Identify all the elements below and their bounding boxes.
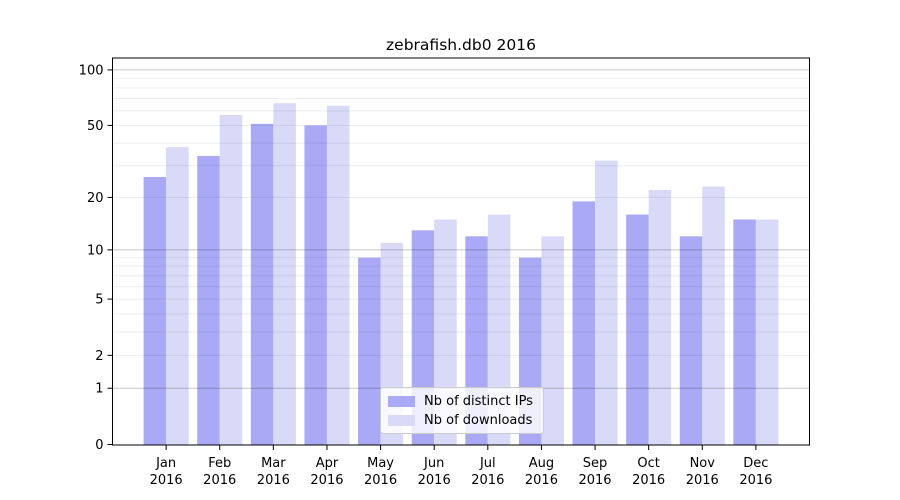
y-tick-label-2: 2 bbox=[95, 349, 103, 364]
bar-downloads-feb bbox=[219, 114, 243, 445]
bar-ips-feb bbox=[197, 155, 220, 445]
y-tick-label-1: 1 bbox=[95, 382, 103, 397]
x-tick-label-year-feb: 2016 bbox=[203, 473, 236, 488]
x-tick-label-month-jul: Jul bbox=[479, 456, 496, 471]
bar-ips-oct bbox=[626, 214, 649, 445]
legend-item-downloads: Nb of downloads bbox=[388, 413, 535, 428]
bar-ips-sep bbox=[572, 201, 596, 445]
x-tick-label-month-jan: Jan bbox=[155, 456, 176, 471]
x-tick-label-year-dec: 2016 bbox=[739, 473, 772, 488]
chart-title: zebrafish.db0 2016 bbox=[386, 36, 536, 54]
bar-downloads-mar bbox=[273, 103, 296, 445]
x-tick-label-year-jan: 2016 bbox=[150, 473, 183, 488]
y-tick-label-50: 50 bbox=[87, 119, 104, 134]
bar-ips-apr bbox=[304, 125, 327, 445]
legend-swatch-distinct-ips bbox=[388, 396, 415, 407]
x-tick-label-month-dec: Dec bbox=[743, 456, 768, 471]
x-tick-label-year-mar: 2016 bbox=[257, 473, 290, 488]
legend-label-distinct-ips: Nb of distinct IPs bbox=[424, 394, 533, 409]
bar-downloads-apr bbox=[326, 105, 350, 445]
x-tick-label-month-mar: Mar bbox=[261, 456, 286, 471]
x-tick-label-month-apr: Apr bbox=[316, 456, 339, 471]
bar-downloads-aug bbox=[541, 236, 564, 445]
legend-label-downloads: Nb of downloads bbox=[424, 413, 533, 428]
x-tick-label-year-sep: 2016 bbox=[578, 473, 611, 488]
x-tick-label-year-jun: 2016 bbox=[418, 473, 451, 488]
y-tick-label-10: 10 bbox=[87, 243, 104, 258]
bar-downloads-oct bbox=[648, 190, 672, 445]
bar-ips-mar bbox=[250, 123, 274, 445]
x-tick-label-month-jun: Jun bbox=[423, 456, 444, 471]
bar-ips-dec bbox=[733, 219, 756, 445]
bar-downloads-sep bbox=[595, 160, 618, 445]
x-tick-label-month-sep: Sep bbox=[583, 456, 608, 471]
x-tick-label-year-nov: 2016 bbox=[686, 473, 719, 488]
bar-ips-may bbox=[358, 257, 381, 445]
y-tick-label-100: 100 bbox=[79, 63, 104, 78]
plot-border bbox=[112, 57, 810, 446]
y-tick-label-0: 0 bbox=[95, 438, 103, 453]
legend-item-distinct-ips: Nb of distinct IPs bbox=[388, 394, 535, 409]
bar-downloads-dec bbox=[755, 219, 779, 445]
legend: Nb of distinct IPs Nb of downloads bbox=[380, 387, 544, 434]
y-tick-label-5: 5 bbox=[95, 293, 103, 308]
x-tick-label-month-may: May bbox=[367, 456, 394, 471]
x-tick-label-year-jul: 2016 bbox=[471, 473, 504, 488]
bar-ips-nov bbox=[679, 236, 703, 445]
x-tick-label-month-oct: Oct bbox=[637, 456, 659, 471]
x-tick-label-year-oct: 2016 bbox=[632, 473, 665, 488]
y-tick-label-20: 20 bbox=[87, 191, 104, 206]
x-tick-label-year-may: 2016 bbox=[364, 473, 397, 488]
bar-ips-jan bbox=[143, 177, 167, 445]
legend-swatch-downloads bbox=[388, 415, 415, 426]
x-tick-label-year-apr: 2016 bbox=[310, 473, 343, 488]
bar-downloads-jan bbox=[166, 147, 189, 445]
x-tick-label-month-aug: Aug bbox=[529, 456, 554, 471]
x-tick-label-year-aug: 2016 bbox=[525, 473, 558, 488]
x-tick-label-month-nov: Nov bbox=[690, 456, 716, 471]
x-tick-label-month-feb: Feb bbox=[208, 456, 231, 471]
bar-downloads-nov bbox=[702, 186, 725, 445]
